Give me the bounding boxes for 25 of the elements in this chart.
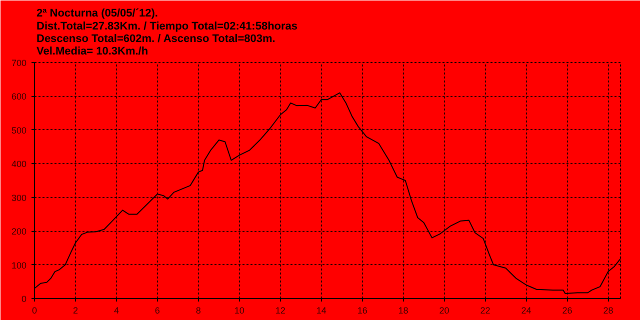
x-tick-label: 0: [32, 306, 38, 316]
x-tick-label: 12: [275, 306, 286, 316]
y-tick-label: 100: [11, 260, 27, 270]
chart-subtitle: Dist.Total=27.83Km. / Tiempo Total=02:41:58horas Descenso Total=602m. / Ascenso Total=803m. Vel.Media= 10.3Km./h: [36, 20, 298, 58]
y-tick-label: 200: [11, 226, 27, 237]
x-tick-label: 16: [357, 306, 368, 316]
x-tick-label: 10: [234, 306, 244, 316]
y-tick-label: 600: [11, 92, 27, 102]
x-tick-label: 2: [72, 306, 78, 316]
x-tick-label: 22: [480, 306, 490, 316]
x-tick-label: 4: [114, 306, 119, 316]
x-tick-label: 18: [398, 306, 408, 316]
x-tick-label: 6: [154, 306, 160, 316]
y-tick-label: 0: [21, 294, 27, 304]
y-tick-label: 700: [11, 58, 27, 68]
x-tick-label: 8: [196, 306, 201, 316]
x-tick-label: 24: [521, 306, 532, 316]
x-tick-label: 26: [562, 306, 572, 316]
x-tick-label: 14: [316, 306, 326, 316]
chart-title: 2ª Nocturna (05/05/´12).: [36, 8, 158, 20]
x-tick-label: 20: [439, 306, 450, 316]
y-tick-label: 500: [11, 125, 27, 136]
y-tick-label: 300: [11, 192, 27, 203]
y-tick-label: 400: [11, 159, 27, 170]
x-tick-label: 28: [603, 306, 614, 316]
